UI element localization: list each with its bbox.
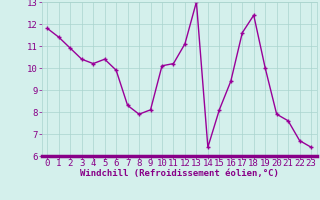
X-axis label: Windchill (Refroidissement éolien,°C): Windchill (Refroidissement éolien,°C) xyxy=(80,169,279,178)
